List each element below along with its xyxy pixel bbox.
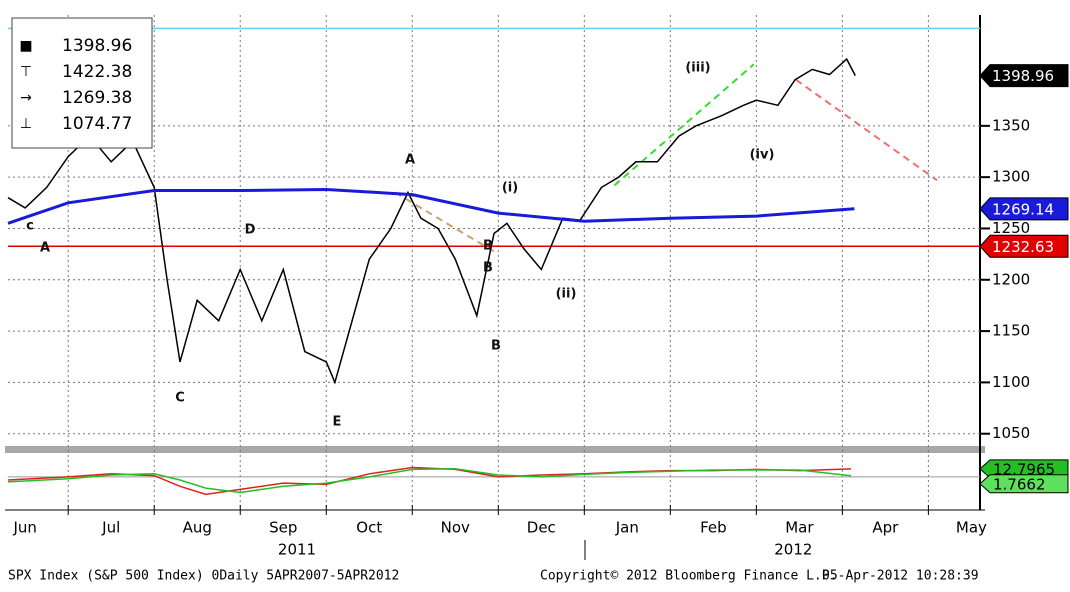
annotation: c — [26, 219, 34, 234]
value-tag: 1.7662 — [993, 475, 1046, 493]
year-label: 2012 — [774, 541, 812, 559]
x-tick-label: Mar — [785, 519, 814, 537]
x-tick-label: Jul — [101, 519, 120, 537]
y-tick-label: 1300 — [992, 168, 1030, 186]
value-tag-bg — [979, 197, 1069, 221]
x-tick-label: Oct — [356, 519, 382, 537]
annotation: B — [483, 261, 493, 276]
y-tick-label: 1050 — [992, 424, 1030, 442]
annotation: A — [405, 153, 415, 168]
annotation: (ii) — [556, 287, 577, 302]
legend-symbol: ■ — [19, 38, 32, 54]
annotation: C — [175, 391, 185, 406]
annotation: B — [491, 339, 501, 354]
annotation: (iv) — [750, 148, 775, 163]
x-tick-label: Jan — [615, 519, 639, 537]
value-tag-bg — [979, 64, 1069, 88]
x-tick-label: Sep — [269, 519, 297, 537]
y-tick-label: 1350 — [992, 116, 1030, 134]
legend: ■ 1398.96 ⊤ 1422.38 → 1269.38 ⊥ 1074.77 — [11, 17, 153, 149]
annotation: D — [245, 223, 256, 238]
x-tick-label: May — [956, 519, 987, 537]
y-tick-label: 1250 — [992, 219, 1030, 237]
value-tag-bg — [979, 474, 1069, 494]
value-tag: 1398.96 — [992, 67, 1054, 85]
annotation: E — [333, 415, 342, 430]
legend-value: 1398.96 — [62, 36, 132, 56]
price-line — [7, 57, 856, 385]
x-tick-label: Nov — [441, 519, 470, 537]
annotation: B — [483, 239, 493, 254]
legend-value: 1422.38 — [62, 62, 132, 82]
value-tag-bg — [979, 234, 1069, 258]
legend-box — [11, 17, 153, 149]
y-tick-label: 1150 — [992, 322, 1030, 340]
footer-middle: Copyright© 2012 Bloomberg Finance L.P. — [540, 569, 837, 584]
trend-line — [795, 78, 938, 182]
value-tag: 12.7965 — [993, 460, 1055, 478]
annotation: (i) — [502, 181, 518, 196]
year-label: 2011 — [278, 541, 316, 559]
value-tag: 1232.63 — [992, 238, 1054, 256]
footer-right: 05-Apr-2012 10:28:39 — [822, 569, 979, 584]
legend-symbol: → — [20, 90, 32, 106]
legend-value: 1074.77 — [62, 114, 132, 134]
trend-line — [613, 63, 755, 187]
y-tick-label: 1200 — [992, 270, 1030, 288]
footer-left: SPX Index (S&P 500 Index) 0Daily 5APR200… — [8, 569, 399, 584]
annotation: (iii) — [685, 61, 710, 76]
legend-symbol: ⊥ — [20, 116, 32, 132]
moving-average — [7, 187, 855, 225]
x-tick-label: Apr — [872, 519, 899, 537]
legend-symbol: ⊤ — [20, 64, 32, 80]
legend-value: 1269.38 — [62, 88, 132, 108]
value-tag: 1269.14 — [992, 200, 1054, 218]
indicator-line — [7, 468, 852, 494]
x-tick-label: Jun — [12, 519, 36, 537]
annotation: A — [40, 241, 50, 256]
y-tick-label: 1100 — [992, 373, 1030, 391]
x-tick-label: Aug — [183, 519, 212, 537]
x-tick-label: Dec — [527, 519, 556, 537]
x-tick-label: Feb — [700, 519, 727, 537]
trend-line — [394, 191, 499, 255]
panel-separator — [5, 446, 985, 453]
